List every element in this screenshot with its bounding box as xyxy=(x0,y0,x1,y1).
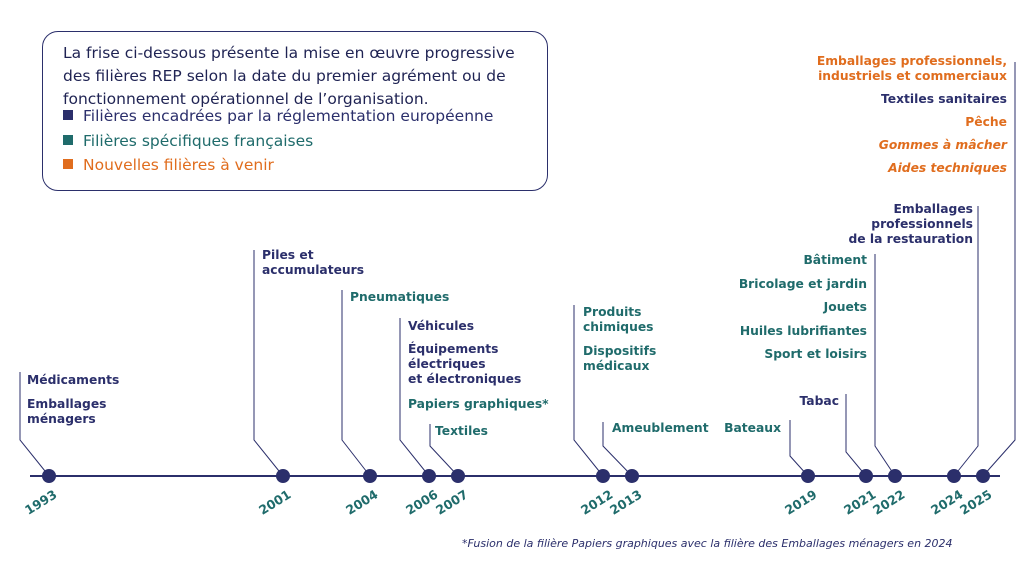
leader-lines xyxy=(19,62,1016,477)
leader-2022 xyxy=(874,254,896,477)
legend-item-new: Nouvelles filières à venir xyxy=(63,154,274,177)
label-textiles: Textiles xyxy=(435,424,488,438)
legend-item-eu: Filières encadrées par la réglementation… xyxy=(63,105,493,128)
label-bricolage: Bricolage et jardin xyxy=(738,277,867,291)
label-peche: Pêche xyxy=(965,115,1007,129)
label-textiles-sanitaires: Textiles sanitaires xyxy=(881,92,1007,106)
label-pneumatiques: Pneumatiques xyxy=(350,290,450,304)
legend-item-fr: Filières spécifiques françaises xyxy=(63,130,313,153)
label-dispositifs-medicaux: Dispositifs médicaux xyxy=(583,344,657,373)
leader-2012 xyxy=(573,305,604,477)
label-jouets: Jouets xyxy=(823,300,867,314)
dot-1993 xyxy=(42,469,56,483)
legend-intro: La frise ci-dessous présente la mise en … xyxy=(63,44,515,108)
label-equipements: Équipements électriques et électroniques xyxy=(408,342,522,386)
dot-2012 xyxy=(596,469,610,483)
dot-2021 xyxy=(859,469,873,483)
leader-2004 xyxy=(341,290,371,477)
label-medicaments: Médicaments xyxy=(27,373,120,387)
leader-2001 xyxy=(253,250,284,477)
label-sport: Sport et loisirs xyxy=(764,347,867,361)
legend-label-eu: Filières encadrées par la réglementation… xyxy=(83,107,494,125)
leader-1993 xyxy=(19,372,50,477)
leader-2021 xyxy=(845,394,867,477)
label-papiers-graphiques: Papiers graphiques* xyxy=(408,397,549,411)
label-tabac: Tabac xyxy=(799,394,840,408)
dot-2022 xyxy=(888,469,902,483)
label-gommes: Gommes à mâcher xyxy=(878,138,1007,152)
leader-2025 xyxy=(982,62,1016,477)
label-aides-techniques: Aides techniques xyxy=(888,161,1007,175)
footnote: *Fusion de la filière Papiers graphiques… xyxy=(462,537,953,550)
leader-2019 xyxy=(789,420,809,477)
legend-label-new: Nouvelles filières à venir xyxy=(83,156,274,174)
dot-2001 xyxy=(276,469,290,483)
dot-2019 xyxy=(801,469,815,483)
label-emballages-pro: Emballages professionnels, industriels e… xyxy=(816,54,1007,83)
label-batiment: Bâtiment xyxy=(803,253,867,267)
legend-square-fr xyxy=(63,135,73,145)
label-bateaux: Bateaux xyxy=(724,421,781,435)
label-huiles: Huiles lubrifiantes xyxy=(739,324,867,338)
label-produits-chimiques: Produits chimiques xyxy=(583,305,654,334)
legend-square-eu xyxy=(63,110,73,120)
label-emballages-menagers: Emballages ménagers xyxy=(27,397,107,426)
year-dots xyxy=(42,469,990,483)
legend-label-fr: Filières spécifiques françaises xyxy=(83,132,314,150)
dot-2025 xyxy=(976,469,990,483)
leader-2006 xyxy=(399,318,430,477)
leader-2013 xyxy=(602,422,633,477)
dot-2004 xyxy=(363,469,377,483)
dot-2013 xyxy=(625,469,639,483)
label-ameublement: Ameublement xyxy=(612,421,709,435)
dot-2006 xyxy=(422,469,436,483)
label-emballages-restauration: Emballages professionnels de la restaura… xyxy=(848,202,973,246)
label-vehicules: Véhicules xyxy=(408,319,475,333)
dot-2024 xyxy=(947,469,961,483)
label-piles: Piles et accumulateurs xyxy=(262,248,365,277)
leader-2007 xyxy=(429,424,459,477)
dot-2007 xyxy=(451,469,465,483)
legend-square-new xyxy=(63,159,73,169)
legend-box: La frise ci-dessous présente la mise en … xyxy=(42,31,548,191)
leader-2024 xyxy=(953,206,979,477)
